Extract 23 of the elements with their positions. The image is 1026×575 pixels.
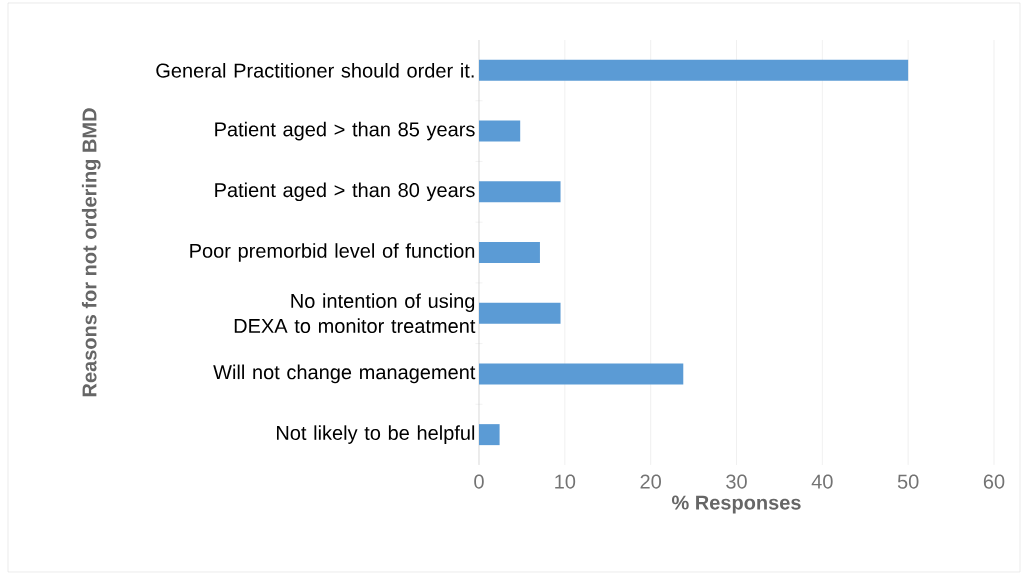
bar bbox=[479, 242, 540, 263]
x-tick-label: 30 bbox=[726, 474, 747, 489]
x-tick-label: 40 bbox=[811, 474, 833, 489]
bar bbox=[479, 120, 521, 142]
bar bbox=[479, 424, 500, 446]
bar bbox=[479, 363, 684, 385]
y-tick-label: Poor premorbid level of function bbox=[190, 243, 475, 262]
x-tick-label: 50 bbox=[897, 474, 919, 489]
y-tick-label: Not likely to be helpful bbox=[277, 425, 475, 444]
x-tick-label: 20 bbox=[640, 474, 661, 489]
y-tick-label: Patient aged > than 80 years bbox=[215, 182, 475, 202]
bar bbox=[479, 59, 909, 81]
bar bbox=[479, 181, 561, 203]
y-axis-title: Reasons for not ordering BMD bbox=[81, 108, 101, 397]
y-tick-label: Will not change management bbox=[213, 364, 476, 384]
x-tick-label: 0 bbox=[474, 474, 484, 489]
y-tick-label: Patient aged > than 85 years bbox=[215, 121, 475, 141]
x-tick-label: 60 bbox=[983, 474, 1005, 489]
x-axis-title: % Responses bbox=[671, 495, 801, 514]
y-tick-label: No intention of using DEXA to monitor treatment bbox=[234, 293, 476, 334]
x-tick-label: 10 bbox=[555, 474, 576, 489]
y-tick-label: General Practitioner should order it. bbox=[156, 63, 474, 78]
bar bbox=[479, 302, 561, 324]
